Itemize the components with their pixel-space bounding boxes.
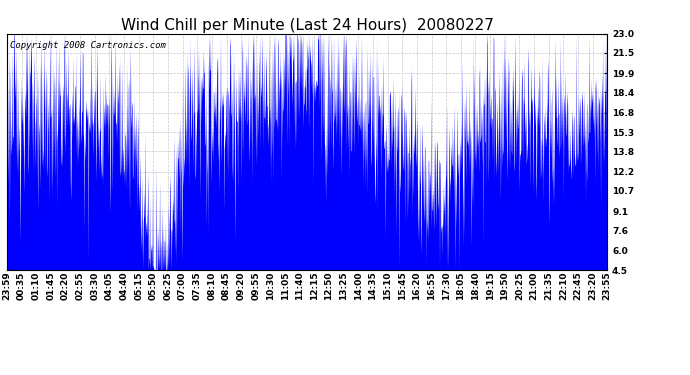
Title: Wind Chill per Minute (Last 24 Hours)  20080227: Wind Chill per Minute (Last 24 Hours) 20… <box>121 18 493 33</box>
Text: Copyright 2008 Cartronics.com: Copyright 2008 Cartronics.com <box>10 41 166 50</box>
